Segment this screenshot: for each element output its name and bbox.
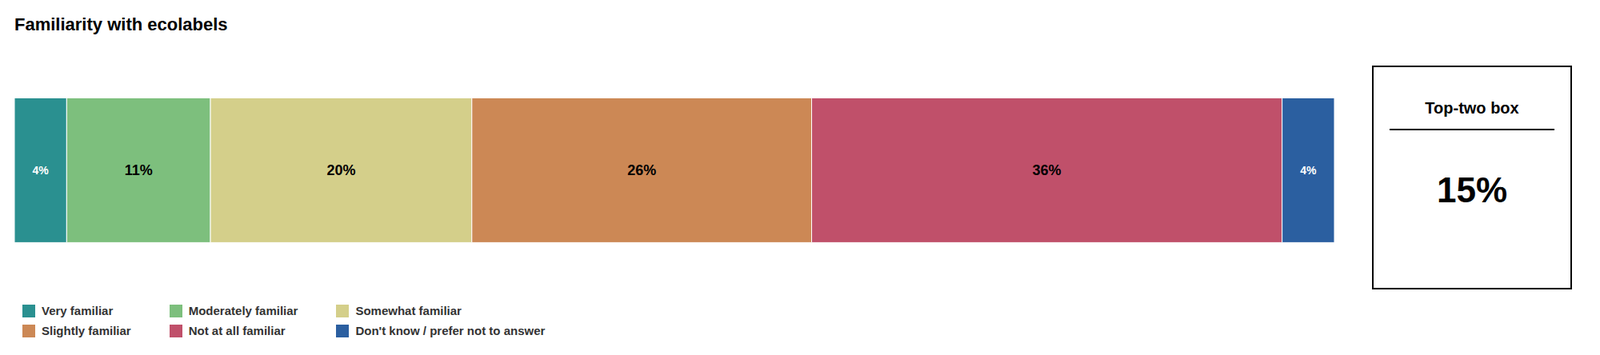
html-text:Slightly familiar: Slightly familiar (41, 324, 131, 338)
svg-text:4%: 4% (32, 164, 50, 177)
html-text:Not at all familiar: Not at all familiar (188, 324, 286, 338)
svg-text:4%: 4% (1300, 164, 1317, 177)
html-text:Very familiar: Very familiar (41, 304, 113, 318)
html-text:Don't know / prefer not to ans: Don't know / prefer not to answer (355, 324, 546, 338)
svg-text:36%: 36% (1032, 162, 1062, 179)
svg-text:20%: 20% (326, 162, 356, 179)
html-text:Moderately familiar: Moderately familiar (188, 304, 298, 318)
html-text:Familiarity with ecolabels: Familiarity with ecolabels (14, 14, 228, 35)
svg-text:11%: 11% (124, 162, 153, 179)
html-text:Top-two box: Top-two box (1425, 99, 1519, 117)
html-text:15%: 15% (1436, 170, 1508, 210)
html-text:Somewhat familiar: Somewhat familiar (355, 304, 462, 318)
svg-text:26%: 26% (627, 162, 656, 179)
